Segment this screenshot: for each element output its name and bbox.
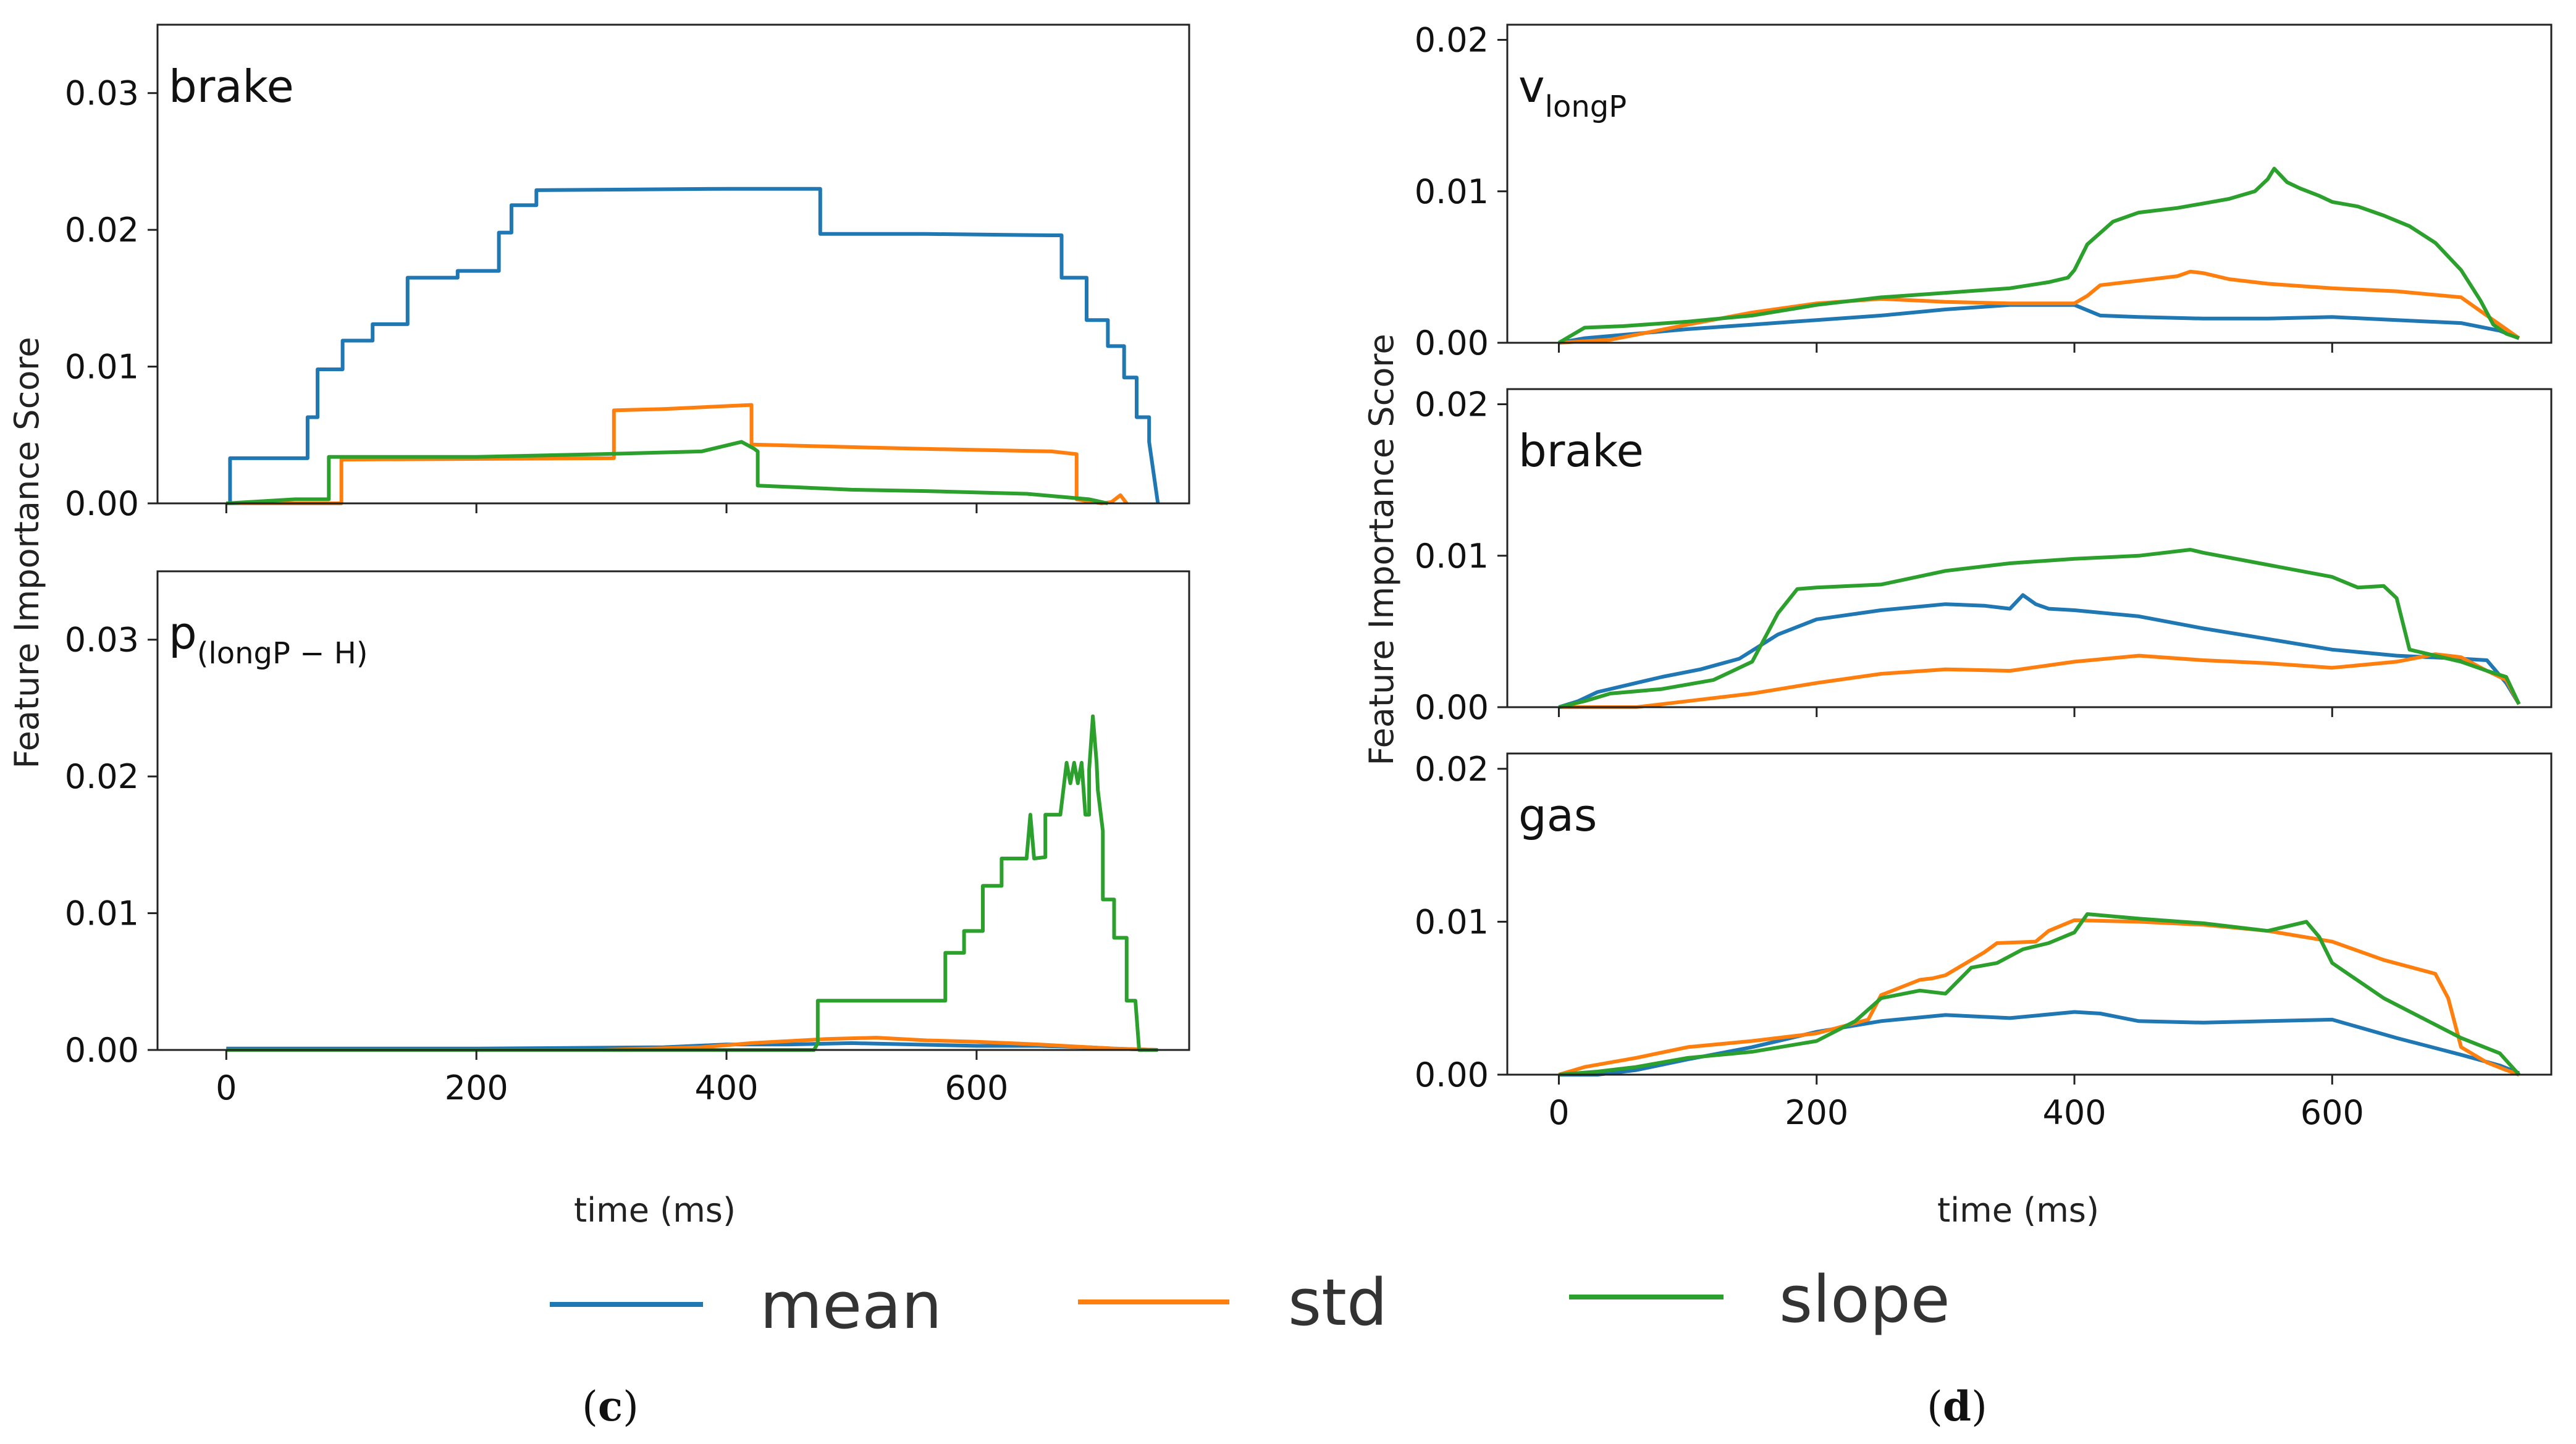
series-mean-line [1559,1010,2520,1077]
series-std-line [1559,269,2520,345]
x-tick-label: 200 [1785,1093,1848,1132]
plot-c-brake: 0.00 0.01 0.02 0.03 brake [65,23,1190,523]
plot-d-brake: 0.00 0.01 0.02 brake [1415,385,2553,727]
y-tick-label: 0.02 [1415,385,1489,424]
plot-frame [156,23,1190,505]
y-tick-label: 0.00 [1415,688,1489,727]
series-slope-line [226,440,1109,505]
y-tick-label: 0.02 [1415,21,1489,60]
x-axis-title-right: time (ms) [1937,1191,2099,1230]
plot-frame [1506,752,2553,1076]
y-tick-label: 0.03 [65,74,139,113]
y-tick-label: 0.02 [1415,750,1489,789]
x-axis-title-left: time (ms) [574,1191,736,1230]
y-axis-title-right: Feature Importance Score [1362,334,1401,765]
caption-d-open: ( [1927,1383,1943,1430]
caption-d-letter: d [1943,1382,1971,1430]
caption-c: (c) [582,1382,639,1430]
caption-c-close: ) [623,1383,639,1430]
x-tick-label: 0 [1548,1093,1569,1132]
subplot-label: vlongP [1518,61,1627,124]
x-tick-label: 600 [2300,1093,2364,1132]
series-slope-line [1558,548,2521,709]
y-tick-label: 0.00 [1415,1056,1489,1094]
y-tick-label: 0.01 [65,894,139,933]
series-std-line [1558,918,2520,1077]
caption-c-open: ( [582,1383,598,1430]
caption-d: (d) [1927,1382,1987,1430]
subplot-label: p(longP − H) [169,607,368,671]
subplot-label: gas [1518,789,1597,841]
x-tick-label: 200 [445,1068,508,1107]
series-std-line [226,1036,1158,1052]
x-tick-label: 0 [216,1068,237,1107]
subplot-label-subscript: longP [1545,90,1627,124]
plot-d-v-longp: 0.00 0.01 0.02 vlongP [1415,21,2553,363]
y-tick-label: 0.01 [1415,172,1489,211]
plot-frame [1506,23,2553,344]
y-tick-label: 0.01 [65,348,139,387]
y-tick-label: 0.02 [65,757,139,796]
x-tick-label: 400 [694,1068,758,1107]
series-std-line [226,403,1129,505]
caption-d-close: ) [1971,1383,1987,1430]
plot-frame [156,570,1190,1051]
legend: mean std slope [550,1262,1950,1343]
y-tick-label: 0.00 [65,1031,139,1070]
series-mean-line [226,187,1160,505]
x-tick-label: 400 [2042,1093,2106,1132]
plot-d-gas: 0.00 0.01 0.02 0 200 400 600 gas [1415,750,2553,1132]
y-tick-label: 0.03 [65,621,139,660]
caption-c-letter: c [598,1382,623,1430]
legend-label-std: std [1288,1265,1387,1340]
plot-c-p-longp-h: 0.00 0.01 0.02 0.03 0 200 400 600 p(longP − H) [65,570,1190,1107]
series-slope-line [1559,912,2521,1077]
y-tick-label: 0.00 [1415,324,1489,363]
y-tick-label: 0.02 [65,211,139,250]
legend-label-slope: slope [1779,1262,1950,1337]
y-tick-label: 0.01 [1415,902,1489,941]
legend-label-mean: mean [760,1268,942,1343]
y-axis-title-left: Feature Importance Score [7,337,46,768]
y-tick-label: 0.00 [65,484,139,523]
subplot-label-subscript: (longP − H) [197,636,368,671]
y-tick-label: 0.01 [1415,537,1489,576]
x-tick-label: 600 [945,1068,1008,1107]
series-slope-line [226,714,1158,1052]
plot-frame [1506,388,2553,708]
series-std-line [1559,652,2521,709]
series-mean-line [1558,303,2520,345]
series-slope-line [1557,167,2520,345]
subplot-label: brake [169,61,294,112]
series-mean-line [1558,593,2521,709]
subplot-label: brake [1518,425,1644,477]
